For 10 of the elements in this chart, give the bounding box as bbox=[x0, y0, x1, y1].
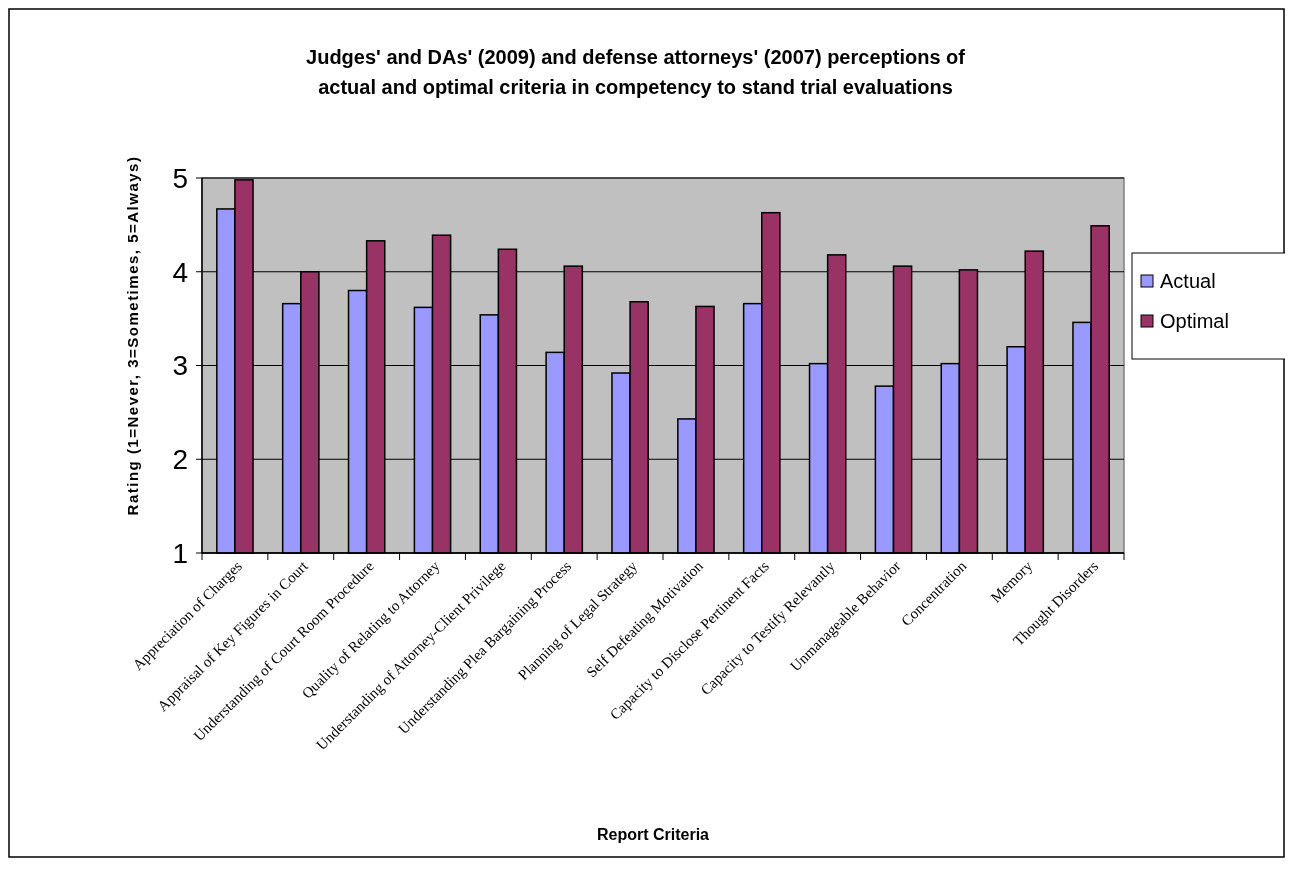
y-axis-title: Rating (1=Never, 3=Sometimes, 5=Always) bbox=[124, 155, 141, 516]
legend-label: Actual bbox=[1160, 270, 1216, 292]
chart-title: Judges' and DAs' (2009) and defense attorneys' (2007) perceptions of actual and optimal criteria in competency to stand trial evaluations bbox=[306, 46, 966, 98]
y-tick-label: 2 bbox=[172, 444, 188, 476]
legend-label: Optimal bbox=[1160, 310, 1229, 332]
x-axis-title: Report Criteria bbox=[596, 826, 710, 843]
y-tick-label: 4 bbox=[172, 256, 188, 288]
y-tick-label: 3 bbox=[172, 350, 188, 382]
y-tick-label: 5 bbox=[172, 162, 188, 194]
y-tick-label: 1 bbox=[172, 537, 188, 569]
